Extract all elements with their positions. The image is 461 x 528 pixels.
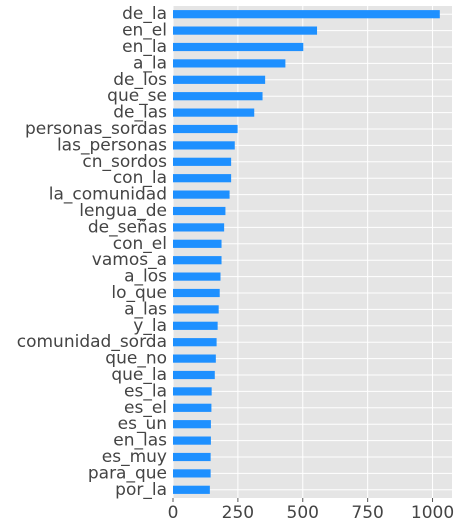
y-tick-label: que_no: [105, 349, 167, 369]
y-tick-label: con_el: [113, 234, 167, 254]
bar-de_la[interactable]: [173, 10, 440, 19]
bar-personas_sordas[interactable]: [173, 124, 238, 134]
y-tick-label: comunidad_sorda: [17, 332, 167, 352]
bar-en_la[interactable]: [173, 42, 304, 52]
y-tick-label: lengua_de: [79, 201, 167, 221]
bar-cn_sordos[interactable]: [173, 157, 232, 166]
bar-y_la[interactable]: [173, 321, 218, 330]
bar-en_las[interactable]: [173, 436, 211, 445]
bar-que_la[interactable]: [173, 370, 215, 380]
y-tick-label: que_se: [107, 86, 167, 106]
bar-las_personas[interactable]: [173, 141, 235, 150]
bar-a_las[interactable]: [173, 305, 219, 314]
y-tick-label: vamos_a: [92, 250, 167, 270]
y-tick-label: de_las: [113, 103, 167, 123]
y-tick-label: es_un: [118, 414, 167, 434]
plot-area: [173, 6, 452, 498]
y-tick-label: la_comunidad: [49, 185, 167, 205]
x-tick-label: 750: [351, 503, 383, 523]
bar-comunidad_sorda[interactable]: [173, 338, 217, 347]
y-tick-label: lo_que: [111, 283, 167, 303]
bar-con_la[interactable]: [173, 174, 232, 183]
bar-de_señas[interactable]: [173, 223, 225, 232]
bar-vamos_a[interactable]: [173, 256, 222, 265]
y-tick-label: personas_sordas: [25, 119, 167, 139]
y-tick-label: es_muy: [102, 447, 167, 467]
bar-que_se[interactable]: [173, 92, 263, 101]
bar-para_que[interactable]: [173, 469, 211, 478]
y-tick-label: a_la: [133, 53, 167, 73]
bar-es_el[interactable]: [173, 403, 212, 412]
bar-es_un[interactable]: [173, 420, 211, 429]
bar-es_la[interactable]: [173, 387, 212, 396]
y-tick-label: y_la: [133, 316, 167, 336]
y-tick-label: por_la: [115, 480, 167, 500]
y-tick-label: cn_sordos: [82, 152, 167, 172]
bar-es_muy[interactable]: [173, 452, 211, 462]
x-tick-label: 500: [287, 503, 319, 523]
y-tick-label: en_la: [122, 37, 167, 57]
y-tick-label: de_señas: [88, 217, 167, 237]
bar-lo_que[interactable]: [173, 288, 220, 298]
bar-de_los[interactable]: [173, 75, 266, 84]
y-tick-label: de_la: [122, 4, 167, 24]
y-tick-label: de_los: [113, 70, 167, 90]
y-tick-label: es_el: [124, 398, 167, 418]
y-tick-label: a_las: [124, 299, 167, 319]
bar-lengua_de[interactable]: [173, 206, 226, 216]
bar-a_los[interactable]: [173, 272, 221, 281]
bar-que_no[interactable]: [173, 354, 216, 363]
bar-con_el[interactable]: [173, 239, 222, 248]
bar-por_la[interactable]: [173, 485, 210, 494]
bar-a_la[interactable]: [173, 59, 286, 68]
y-tick-label: que_la: [111, 365, 167, 385]
y-tick-label: en_el: [122, 21, 167, 41]
bar-de_las[interactable]: [173, 108, 255, 117]
y-tick-label: es_la: [124, 381, 167, 401]
y-tick-label: en_las: [113, 431, 167, 451]
x-tick-label: 0: [168, 503, 179, 523]
y-tick-label: para_que: [88, 463, 167, 483]
y-tick-label: con_la: [113, 168, 167, 188]
y-tick-label: a_los: [124, 267, 167, 287]
bar-la_comunidad[interactable]: [173, 190, 230, 199]
x-tick-label: 1000: [411, 503, 454, 523]
bar-en_el[interactable]: [173, 26, 318, 35]
y-tick-label: las_personas: [57, 135, 167, 155]
x-tick-label: 250: [222, 503, 254, 523]
